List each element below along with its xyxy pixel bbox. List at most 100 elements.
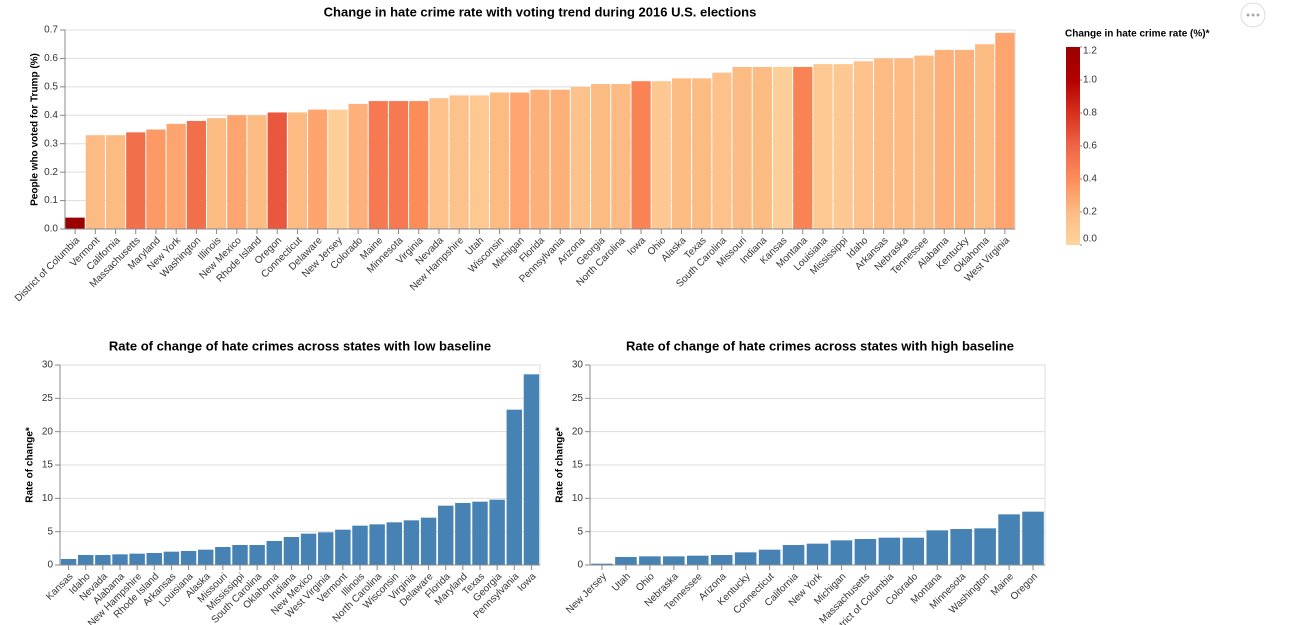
bar [420,517,437,565]
y-tick-label: 20 [572,426,584,437]
legend-tick-label: 0.8 [1083,108,1097,119]
bar [166,123,186,229]
y-axis-title: Rate of change* [555,427,566,503]
bar [215,547,231,565]
bar [227,115,247,229]
y-tick-label: 15 [572,460,584,471]
bar [692,78,712,229]
bar [386,522,402,565]
bar [758,549,781,565]
bar [65,217,85,229]
bar [530,89,550,229]
bar [975,44,995,229]
bar [308,109,328,229]
y-tick-label: 5 [47,526,53,537]
bar [974,528,996,565]
bar [752,66,772,229]
y-tick-label: 0.7 [44,25,58,36]
bar [550,89,570,229]
legend-title: Change in hate crime rate (%)* [1065,29,1210,40]
y-axis-title: People who voted for Trump (%) [30,53,41,206]
bar [631,81,651,230]
y-tick-label: 0.2 [44,167,58,178]
bar [206,118,227,229]
y-tick-label: 0.6 [44,53,58,64]
bar [266,541,282,565]
menu-dot[interactable] [1256,13,1260,17]
legend-tick-label: 0.6 [1083,141,1097,152]
bar [449,95,469,229]
bar [506,409,522,565]
bar [854,539,877,565]
bar [232,545,248,565]
bar [833,64,853,229]
bar [180,551,197,565]
bar [95,555,111,565]
y-axis-title: Rate of change* [25,427,36,503]
bar [950,529,972,565]
bar [348,103,368,229]
bar [146,129,166,229]
bar [686,555,709,565]
bar [894,58,914,229]
bar [926,530,949,565]
menu-dot[interactable] [1251,13,1255,17]
bar [60,559,77,565]
bar [198,549,214,565]
legend-tick-label: 0.2 [1083,207,1097,218]
y-tick-label: 30 [42,360,54,371]
chart-title: Change in hate crime rate with voting tr… [324,4,757,19]
y-tick-label: 0.3 [44,138,58,149]
legend-tick-label: 0.0 [1083,234,1097,245]
bar [489,92,510,230]
x-tick-label: Utah [610,571,633,594]
bar [611,84,631,229]
bar [403,520,420,565]
bar [671,78,692,229]
bar [523,374,540,565]
menu-dot[interactable] [1246,13,1250,17]
bar [639,556,661,565]
chart-title: Rate of change of hate crimes across sta… [626,338,1014,353]
x-tick-label: District of Columbia [13,235,82,304]
bar [455,503,471,565]
y-tick-label: 30 [572,360,584,371]
bar [489,499,505,565]
bar [472,501,488,565]
bar [734,552,757,565]
bar [1022,511,1044,565]
bar [853,61,874,230]
bar [510,92,530,230]
bar [954,49,975,230]
bar [335,529,351,565]
bar [429,98,449,229]
bar [163,551,180,565]
bar [368,101,388,229]
x-tick-label: Iowa [625,235,648,258]
legend-tick-label: 1.0 [1083,75,1097,86]
y-tick-label: 10 [572,493,584,504]
bar [469,95,489,229]
bar [409,101,429,229]
bar [369,524,385,565]
y-tick-label: 10 [42,493,54,504]
legend-tick-label: 0.4 [1083,174,1097,185]
bar [129,553,145,565]
y-tick-label: 0.5 [44,81,58,92]
bar [732,66,752,229]
bar [570,86,591,229]
bar [806,543,829,565]
bar [615,557,637,565]
y-tick-label: 0 [577,560,583,571]
bar [663,556,685,565]
y-tick-label: 25 [42,393,54,404]
bar [995,32,1015,229]
bar [591,563,613,565]
bar [651,81,671,230]
bar [300,533,317,565]
y-tick-label: 0.4 [44,110,58,121]
y-tick-label: 0.0 [44,224,58,235]
menu-button[interactable] [1240,2,1266,28]
